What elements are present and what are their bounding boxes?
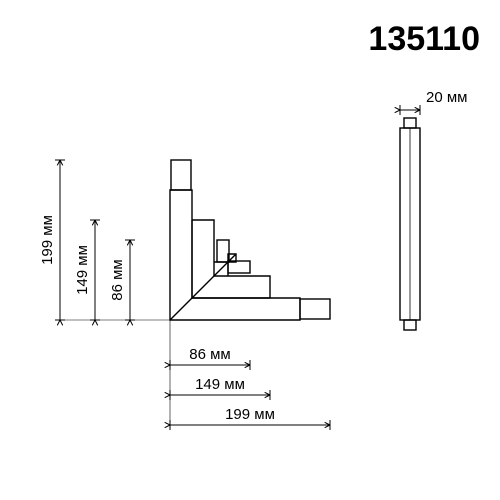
side-bottom-cap [404, 320, 416, 330]
product-id: 135110 [368, 20, 480, 58]
dim-depth-label: 20 мм [426, 89, 467, 106]
front-right-inner-stub [228, 261, 250, 273]
dim-v-outer-label: 199 мм [39, 215, 56, 265]
front-top-inner-stub [217, 240, 229, 262]
dim-depth-arrow [395, 107, 400, 112]
front-right-stub [300, 299, 330, 319]
dim-h-mid-label: 149 мм [195, 376, 245, 393]
dim-v-mid-arrow [92, 320, 97, 325]
front-miter [170, 254, 236, 320]
front-top-stub [171, 160, 191, 190]
side-top-cap [404, 118, 416, 128]
dim-h-mid-arrow [165, 392, 170, 397]
dim-h-outer-label: 199 мм [225, 406, 275, 423]
dim-h-outer-arrow [165, 422, 170, 427]
dim-v-outer-arrow [57, 320, 62, 325]
dim-v-inner-label: 86 мм [109, 259, 126, 300]
dim-h-inner-arrow [165, 362, 170, 367]
dim-h-inner-label: 86 мм [189, 346, 230, 363]
dim-v-inner-arrow [127, 320, 132, 325]
dim-v-mid-label: 149 мм [74, 245, 91, 295]
